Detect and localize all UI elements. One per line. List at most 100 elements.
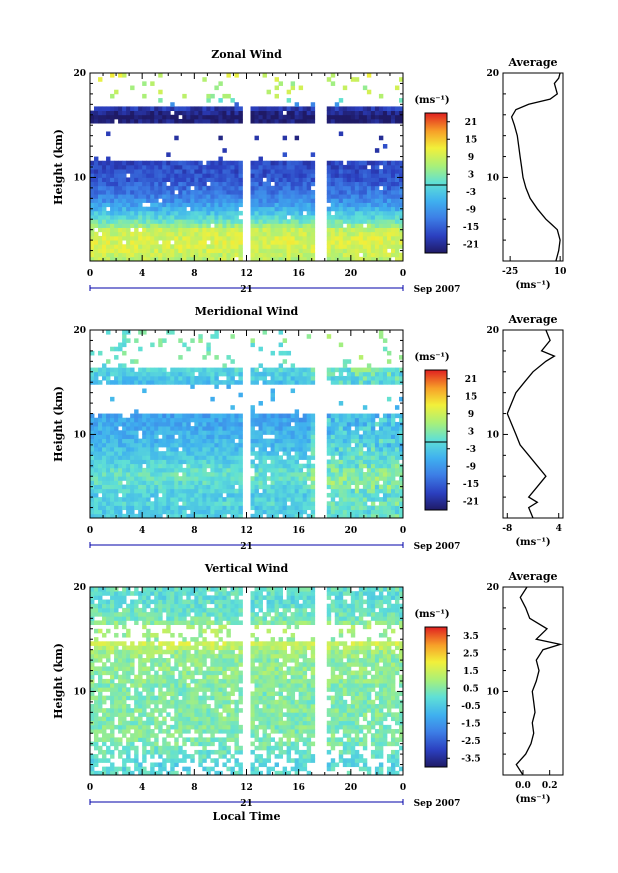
heatmap-cell bbox=[214, 421, 219, 427]
heatmap-cell bbox=[190, 497, 195, 502]
heatmap-cell bbox=[150, 488, 155, 494]
heatmap-cell bbox=[118, 591, 123, 596]
heatmap-cell bbox=[286, 492, 292, 498]
heatmap-cell bbox=[330, 227, 336, 233]
heatmap-cell bbox=[206, 202, 211, 208]
heatmap-cell bbox=[194, 177, 199, 183]
heatmap-cell bbox=[326, 235, 332, 241]
heatmap-cell bbox=[190, 492, 195, 498]
heatmap-cell bbox=[366, 252, 372, 258]
heatmap-cell bbox=[222, 185, 227, 191]
heatmap-cell bbox=[294, 434, 300, 440]
heatmap-cell bbox=[306, 467, 312, 473]
heatmap-cell bbox=[302, 375, 308, 381]
heatmap-cell bbox=[210, 509, 215, 515]
heatmap-cells bbox=[90, 73, 404, 262]
heatmap-cell bbox=[230, 240, 235, 245]
heatmap-cell bbox=[114, 446, 119, 452]
heatmap-cell bbox=[266, 244, 271, 249]
heatmap-cell bbox=[134, 223, 139, 228]
heatmap-cell bbox=[346, 256, 352, 262]
heatmap-cell bbox=[278, 240, 284, 245]
heatmap-cell bbox=[238, 392, 243, 398]
heatmap-cell bbox=[130, 256, 135, 262]
heatmap-cell bbox=[282, 513, 288, 519]
heatmap-cell bbox=[142, 219, 147, 224]
heatmap-cell bbox=[94, 446, 99, 452]
heatmap-cell bbox=[126, 484, 131, 490]
heatmap-cell bbox=[194, 185, 199, 191]
heatmap-cell bbox=[110, 256, 115, 262]
heatmap-cell bbox=[378, 484, 384, 490]
heatmap-cell bbox=[310, 110, 316, 116]
heatmap-cell bbox=[226, 355, 231, 360]
heatmap-cell bbox=[346, 467, 352, 473]
heatmap-cell bbox=[134, 603, 139, 609]
heatmap-cell bbox=[94, 114, 99, 120]
heatmap-cell bbox=[166, 202, 171, 208]
heatmap-cell bbox=[378, 189, 384, 195]
heatmap-cell bbox=[298, 501, 304, 506]
heatmap-cell bbox=[110, 223, 115, 228]
heatmap-cell bbox=[230, 451, 235, 456]
heatmap-cell bbox=[146, 240, 151, 245]
heatmap-cell bbox=[98, 591, 103, 596]
heatmap-cell bbox=[102, 363, 107, 368]
heatmap-cell bbox=[362, 118, 368, 124]
heatmap-cell bbox=[386, 194, 392, 199]
heatmap-cell bbox=[110, 367, 115, 373]
heatmap-cell bbox=[334, 467, 340, 473]
heatmap-cell bbox=[110, 421, 115, 427]
heatmap-cell bbox=[330, 256, 336, 262]
heatmap-cell bbox=[90, 649, 95, 655]
heatmap-cell bbox=[270, 350, 275, 356]
heatmap-cell bbox=[170, 371, 175, 377]
heatmap-cell bbox=[118, 463, 123, 469]
heatmap-cell bbox=[382, 227, 388, 233]
heatmap-cell bbox=[282, 371, 288, 377]
heatmap-cell bbox=[330, 181, 336, 187]
heatmap-cell bbox=[102, 505, 107, 511]
heatmap-cell bbox=[382, 497, 388, 502]
heatmap-cell bbox=[266, 210, 271, 216]
heatmap-cell bbox=[90, 438, 95, 444]
heatmap-cell bbox=[174, 430, 179, 435]
heatmap-cell bbox=[190, 338, 195, 343]
heatmap-cell bbox=[210, 396, 215, 402]
heatmap-cell bbox=[378, 417, 384, 423]
heatmap-cell bbox=[278, 380, 284, 385]
heatmap-cell bbox=[286, 202, 292, 208]
heatmap-cell bbox=[286, 164, 292, 170]
heatmap-cell bbox=[266, 169, 271, 174]
heatmap-cell bbox=[114, 194, 119, 199]
heatmap-cell bbox=[358, 235, 364, 241]
heatmap-cell bbox=[194, 484, 199, 490]
heatmap-cell bbox=[282, 118, 288, 124]
heatmap-cell bbox=[250, 248, 255, 254]
heatmap-cell bbox=[190, 189, 195, 195]
heatmap-cell bbox=[178, 513, 183, 519]
heatmap-cell bbox=[298, 371, 304, 377]
heatmap-cell bbox=[258, 114, 263, 120]
heatmap-cell bbox=[238, 177, 243, 183]
heatmap-cell bbox=[398, 497, 404, 502]
heatmap-cell bbox=[370, 463, 376, 469]
heatmap-cell bbox=[102, 169, 107, 174]
heatmap-cell bbox=[366, 480, 372, 485]
heatmap-cell bbox=[230, 472, 235, 477]
heatmap-cell bbox=[254, 231, 259, 237]
heatmap-cell bbox=[174, 505, 179, 511]
heatmap-cell bbox=[362, 173, 368, 178]
heatmap-cell bbox=[130, 488, 135, 494]
heatmap-cell bbox=[230, 463, 235, 469]
heatmap-cell bbox=[158, 438, 163, 444]
heatmap-cell bbox=[146, 177, 151, 183]
heatmap-cell bbox=[106, 695, 111, 701]
heatmap-cell bbox=[386, 252, 392, 258]
heatmap-cell bbox=[182, 210, 187, 216]
heatmap-cell bbox=[218, 114, 223, 120]
heatmap-cell bbox=[146, 620, 151, 625]
heatmap-cell bbox=[154, 181, 159, 187]
heatmap-cell bbox=[330, 248, 336, 254]
